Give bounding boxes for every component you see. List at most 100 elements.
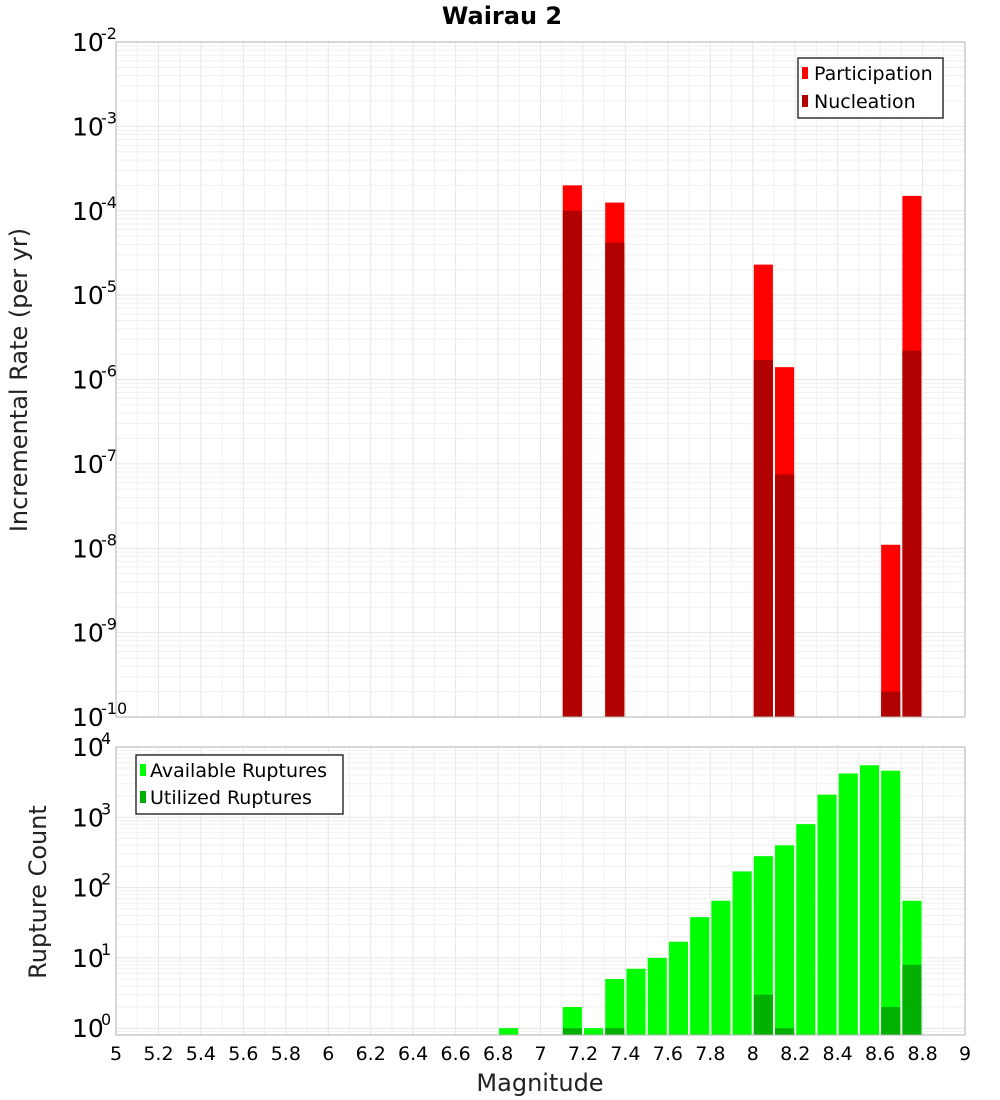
utilized-ruptures-bar (775, 1028, 795, 1035)
available-ruptures-bar (859, 765, 880, 1035)
available-ruptures-bar (626, 968, 646, 1035)
rate-y-axis-label: Incremental Rate (per yr) (5, 228, 33, 532)
nucleation-bar (881, 691, 901, 717)
rate-bars (562, 185, 922, 718)
available-ruptures-bar (753, 856, 773, 1035)
y-tick-exponent: -3 (101, 108, 117, 127)
utilized-ruptures-bar (881, 1007, 901, 1035)
y-tick-base: 10 (72, 366, 104, 395)
count-grid (115, 746, 966, 1036)
x-tick-label: 8.2 (780, 1043, 810, 1065)
y-tick-base: 10 (72, 450, 104, 479)
count-legend-box (135, 754, 344, 815)
y-tick-exponent: 0 (101, 1010, 111, 1029)
participation-bar (881, 544, 901, 717)
utilized-ruptures-bar (562, 1028, 582, 1035)
count-legend: Available Ruptures Utilized Ruptures (135, 754, 344, 815)
y-tick-base: 10 (72, 112, 104, 141)
y-tick-base: 10 (72, 703, 104, 732)
utilized-ruptures-bar (605, 1028, 625, 1035)
y-tick-base: 10 (72, 944, 104, 973)
rate-y-ticks: 10-210-310-410-510-610-710-810-910-10 (72, 24, 127, 732)
rate-plot-frame (115, 41, 966, 718)
x-tick-label: 5.6 (228, 1043, 258, 1065)
x-tick-label: 8.4 (823, 1043, 853, 1065)
y-tick-label: 10-3 (72, 108, 117, 141)
x-tick-label: 5.8 (271, 1043, 301, 1065)
y-tick-label: 10-10 (72, 699, 127, 732)
utilized-legend-swatch (140, 791, 146, 803)
nucleation-bar (562, 210, 582, 717)
nucleation-legend-label: Nucleation (814, 91, 916, 113)
x-tick-label: 8.8 (907, 1043, 937, 1065)
available-ruptures-bar (838, 773, 858, 1035)
y-tick-exponent: -9 (101, 615, 117, 634)
y-tick-label: 10-4 (72, 193, 117, 226)
y-tick-label: 102 (72, 870, 111, 903)
y-tick-label: 10-8 (72, 530, 117, 563)
y-tick-base: 10 (72, 1014, 104, 1043)
y-tick-exponent: -6 (101, 362, 117, 381)
y-tick-base: 10 (72, 281, 104, 310)
magnitude-x-axis-label: Magnitude (476, 1069, 603, 1097)
y-tick-base: 10 (72, 534, 104, 563)
x-tick-label: 9 (959, 1043, 971, 1065)
available-ruptures-bar (881, 770, 901, 1035)
rate-legend: Participation Nucleation (797, 57, 944, 119)
y-tick-base: 10 (72, 803, 104, 832)
x-tick-label: 5 (110, 1043, 122, 1065)
y-tick-exponent: 4 (101, 729, 111, 748)
y-tick-exponent: 3 (101, 799, 111, 818)
utilized-legend-label: Utilized Ruptures (150, 787, 312, 809)
y-tick-exponent: -5 (101, 277, 117, 296)
y-tick-exponent: -4 (101, 193, 117, 212)
available-legend-label: Available Ruptures (150, 760, 327, 782)
y-tick-label: 104 (72, 729, 111, 762)
available-ruptures-bar (647, 957, 667, 1035)
y-tick-base: 10 (72, 197, 104, 226)
available-ruptures-bar (711, 900, 731, 1035)
available-ruptures-bar (584, 1028, 604, 1035)
x-tick-label: 5.4 (186, 1043, 216, 1065)
y-tick-label: 10-9 (72, 615, 117, 648)
participation-legend-swatch (802, 67, 808, 79)
nucleation-bar (775, 474, 795, 717)
y-tick-exponent: -10 (101, 699, 127, 718)
available-ruptures-bar (732, 871, 752, 1035)
count-y-axis-label: Rupture Count (24, 805, 52, 979)
available-ruptures-bar (690, 917, 710, 1035)
chart-title: Wairau 2 (442, 2, 562, 30)
x-tick-label: 6.6 (440, 1043, 470, 1065)
y-tick-base: 10 (72, 733, 104, 762)
nucleation-bar (605, 242, 625, 718)
y-tick-label: 10-2 (72, 24, 117, 57)
y-tick-exponent: -2 (101, 24, 117, 43)
available-ruptures-bar (562, 1007, 582, 1035)
y-tick-exponent: -8 (101, 530, 117, 549)
y-tick-base: 10 (72, 619, 104, 648)
available-ruptures-bar (775, 845, 795, 1035)
y-tick-label: 10-7 (72, 446, 117, 479)
available-legend-swatch (140, 764, 146, 776)
y-tick-label: 103 (72, 799, 111, 832)
y-tick-exponent: 2 (101, 870, 111, 889)
y-tick-exponent: 1 (101, 940, 111, 959)
x-tick-label: 6.8 (483, 1043, 513, 1065)
count-plot-frame (115, 746, 966, 1036)
x-tick-label: 7.8 (695, 1043, 725, 1065)
nucleation-legend-swatch (802, 95, 808, 107)
available-ruptures-bar (817, 794, 837, 1035)
magnitude-x-ticks: 5 5.2 5.4 5.6 5.8 6 6.2 6.4 6.6 6.8 7 7.2 7.4 7.6 7.8 8… (110, 1043, 971, 1065)
y-tick-base: 10 (72, 28, 104, 57)
nucleation-bar (902, 350, 922, 717)
utilized-ruptures-bar (753, 994, 773, 1035)
y-tick-label: 10-5 (72, 277, 117, 310)
x-tick-label: 7.4 (610, 1043, 640, 1065)
rate-panel: 10-210-310-410-510-610-710-810-910-10 In… (5, 24, 966, 732)
y-tick-exponent: -7 (101, 446, 117, 465)
available-ruptures-bar (499, 1028, 519, 1035)
y-tick-base: 10 (72, 874, 104, 903)
